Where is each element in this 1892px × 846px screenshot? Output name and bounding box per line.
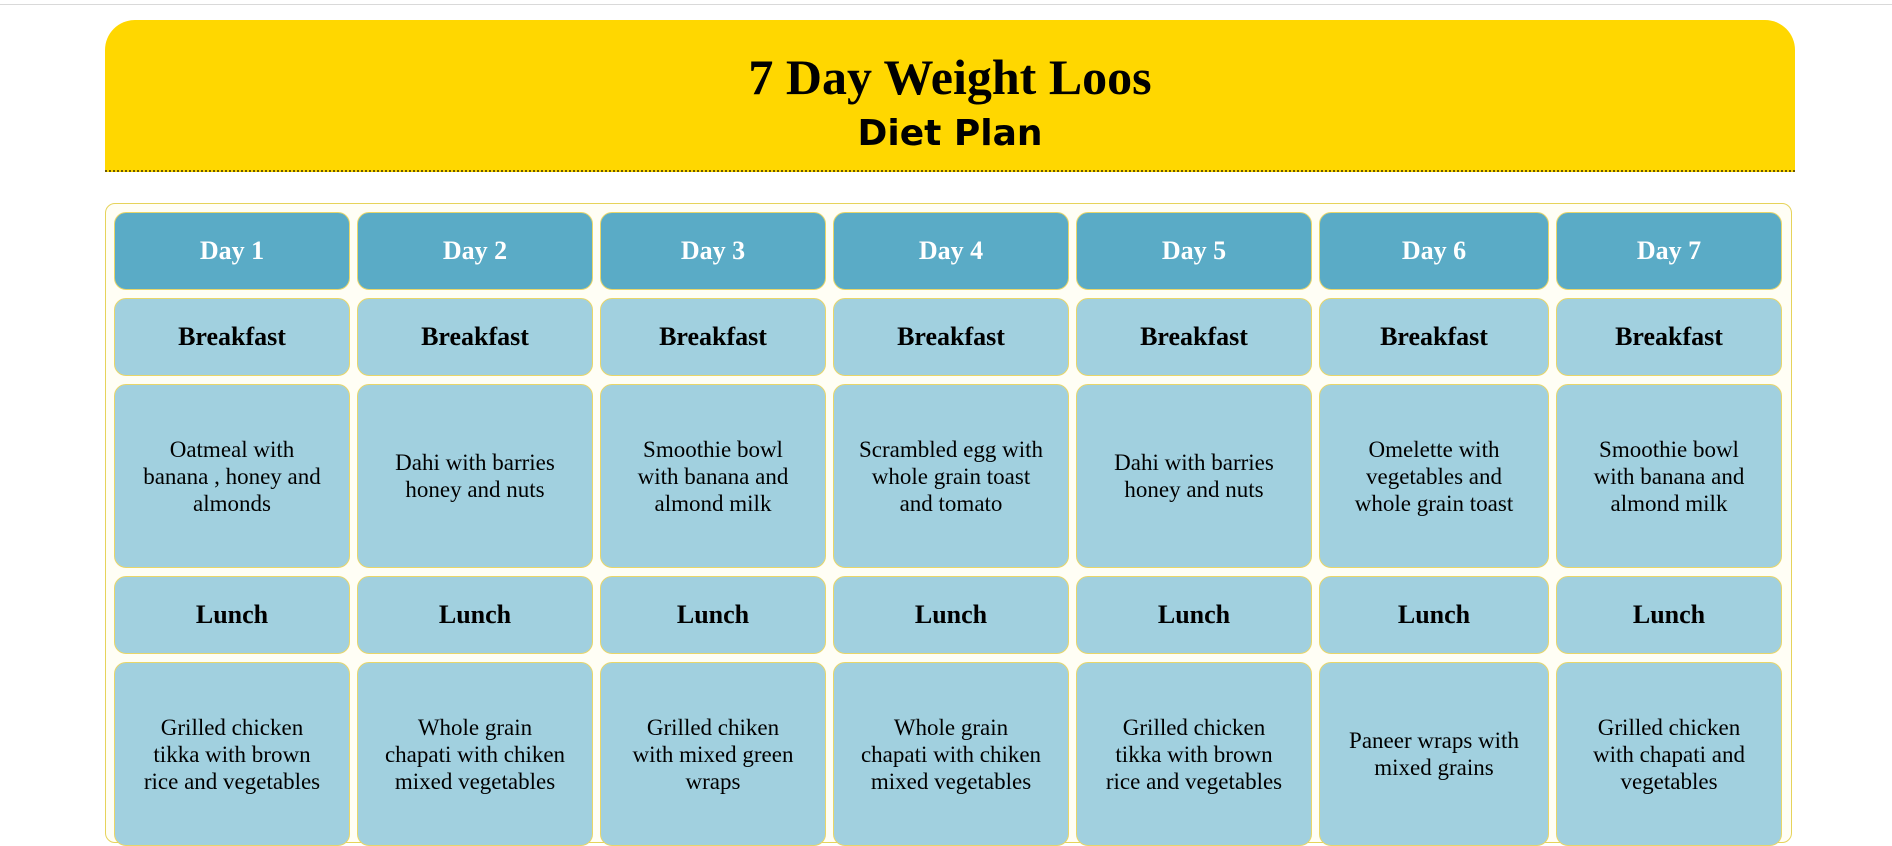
page-header: 7 Day Weight Loos Diet Plan (105, 20, 1795, 172)
lunch-text-day-2: Whole grain chapati with chiken mixed ve… (384, 714, 566, 794)
lunch-cell-day-4: Whole grain chapati with chiken mixed ve… (833, 662, 1069, 846)
top-divider (0, 4, 1892, 5)
breakfast-text-day-1: Oatmeal with banana , honey and almonds (143, 436, 321, 516)
day-header-7: Day 7 (1556, 212, 1782, 290)
lunch-text-day-3: Grilled chiken with mixed green wraps (632, 714, 794, 794)
breakfast-label-day-1: Breakfast (114, 298, 350, 376)
breakfast-cell-day-4: Scrambled egg with whole grain toast and… (833, 384, 1069, 568)
breakfast-text-day-7: Smoothie bowl with banana and almond mil… (1593, 436, 1745, 516)
breakfast-label-day-6: Breakfast (1319, 298, 1549, 376)
breakfast-label-day-5: Breakfast (1076, 298, 1312, 376)
lunch-text-day-6: Paneer wraps with mixed grains (1349, 728, 1519, 780)
lunch-text-day-1: Grilled chicken tikka with brown rice an… (143, 714, 321, 794)
breakfast-cell-day-5: Dahi with barries honey and nuts (1076, 384, 1312, 568)
lunch-label-day-4: Lunch (833, 576, 1069, 654)
lunch-label-day-7: Lunch (1556, 576, 1782, 654)
breakfast-text-day-5: Dahi with barries honey and nuts (1114, 450, 1274, 502)
breakfast-cell-day-6: Omelette with vegetables and whole grain… (1319, 384, 1549, 568)
page-subtitle: Diet Plan (857, 113, 1043, 154)
breakfast-text-day-2: Dahi with barries honey and nuts (395, 450, 555, 502)
lunch-cell-day-2: Whole grain chapati with chiken mixed ve… (357, 662, 593, 846)
breakfast-cell-day-3: Smoothie bowl with banana and almond mil… (600, 384, 826, 568)
lunch-label-day-6: Lunch (1319, 576, 1549, 654)
page-title: 7 Day Weight Loos (748, 49, 1152, 105)
breakfast-label-day-3: Breakfast (600, 298, 826, 376)
diet-plan-table: Day 1 Breakfast Oatmeal with banana , ho… (105, 203, 1792, 846)
day-header-4: Day 4 (833, 212, 1069, 290)
breakfast-text-day-4: Scrambled egg with whole grain toast and… (859, 436, 1043, 516)
breakfast-label-day-2: Breakfast (357, 298, 593, 376)
day-header-3: Day 3 (600, 212, 826, 290)
breakfast-label-day-4: Breakfast (833, 298, 1069, 376)
lunch-cell-day-7: Grilled chicken with chapati and vegetab… (1556, 662, 1782, 846)
lunch-label-day-2: Lunch (357, 576, 593, 654)
day-header-5: Day 5 (1076, 212, 1312, 290)
breakfast-text-day-3: Smoothie bowl with banana and almond mil… (637, 436, 789, 516)
lunch-cell-day-5: Grilled chicken tikka with brown rice an… (1076, 662, 1312, 846)
lunch-label-day-1: Lunch (114, 576, 350, 654)
breakfast-text-day-6: Omelette with vegetables and whole grain… (1354, 436, 1514, 516)
lunch-cell-day-1: Grilled chicken tikka with brown rice an… (114, 662, 350, 846)
day-header-1: Day 1 (114, 212, 350, 290)
breakfast-cell-day-1: Oatmeal with banana , honey and almonds (114, 384, 350, 568)
lunch-cell-day-3: Grilled chiken with mixed green wraps (600, 662, 826, 846)
lunch-text-day-7: Grilled chicken with chapati and vegetab… (1592, 714, 1745, 794)
breakfast-label-day-7: Breakfast (1556, 298, 1782, 376)
day-header-6: Day 6 (1319, 212, 1549, 290)
lunch-text-day-4: Whole grain chapati with chiken mixed ve… (860, 714, 1042, 794)
lunch-label-day-3: Lunch (600, 576, 826, 654)
lunch-label-day-5: Lunch (1076, 576, 1312, 654)
lunch-cell-day-6: Paneer wraps with mixed grains (1319, 662, 1549, 846)
day-header-2: Day 2 (357, 212, 593, 290)
breakfast-cell-day-2: Dahi with barries honey and nuts (357, 384, 593, 568)
lunch-text-day-5: Grilled chicken tikka with brown rice an… (1105, 714, 1283, 794)
breakfast-cell-day-7: Smoothie bowl with banana and almond mil… (1556, 384, 1782, 568)
